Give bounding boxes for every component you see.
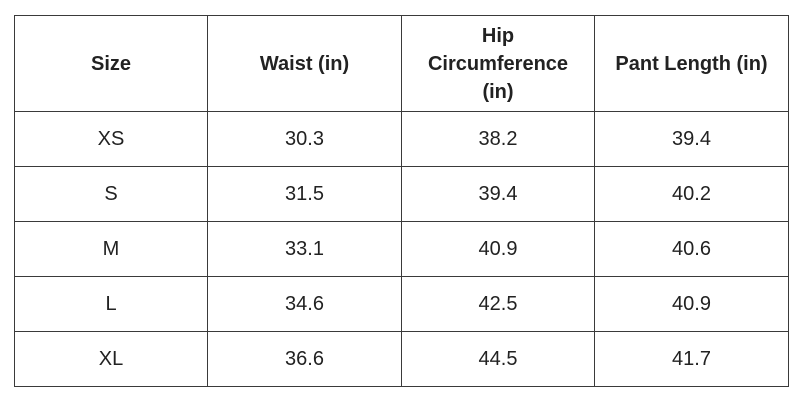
cell-size: L (14, 276, 208, 332)
cell-waist: 31.5 (207, 166, 402, 222)
cell-pant-length: 40.2 (594, 166, 789, 222)
header-waist: Waist (in) (207, 15, 402, 112)
table-body: XS 30.3 38.2 39.4 S 31.5 39.4 40.2 M 33.… (14, 111, 789, 387)
cell-size: S (14, 166, 208, 222)
cell-hip: 40.9 (401, 221, 595, 277)
cell-size: XS (14, 111, 208, 167)
header-size: Size (14, 15, 208, 112)
table-header: Size Waist (in) Hip Circumference (in) P… (14, 15, 789, 112)
cell-waist: 34.6 (207, 276, 402, 332)
header-row: Size Waist (in) Hip Circumference (in) P… (14, 15, 789, 112)
cell-waist: 36.6 (207, 331, 402, 387)
table-row: L 34.6 42.5 40.9 (14, 276, 789, 332)
cell-size: XL (14, 331, 208, 387)
cell-hip: 38.2 (401, 111, 595, 167)
table-row: XL 36.6 44.5 41.7 (14, 331, 789, 387)
cell-size: M (14, 221, 208, 277)
table-row: XS 30.3 38.2 39.4 (14, 111, 789, 167)
header-pant-length: Pant Length (in) (594, 15, 789, 112)
size-chart-table: Size Waist (in) Hip Circumference (in) P… (14, 15, 789, 387)
table-row: S 31.5 39.4 40.2 (14, 166, 789, 222)
cell-hip: 42.5 (401, 276, 595, 332)
cell-pant-length: 41.7 (594, 331, 789, 387)
cell-pant-length: 40.9 (594, 276, 789, 332)
cell-waist: 30.3 (207, 111, 402, 167)
cell-pant-length: 39.4 (594, 111, 789, 167)
cell-waist: 33.1 (207, 221, 402, 277)
cell-hip: 44.5 (401, 331, 595, 387)
header-hip-label: Hip Circumference (in) (427, 24, 569, 103)
header-hip-circumference: Hip Circumference (in) (401, 15, 595, 112)
cell-pant-length: 40.6 (594, 221, 789, 277)
table-row: M 33.1 40.9 40.6 (14, 221, 789, 277)
cell-hip: 39.4 (401, 166, 595, 222)
